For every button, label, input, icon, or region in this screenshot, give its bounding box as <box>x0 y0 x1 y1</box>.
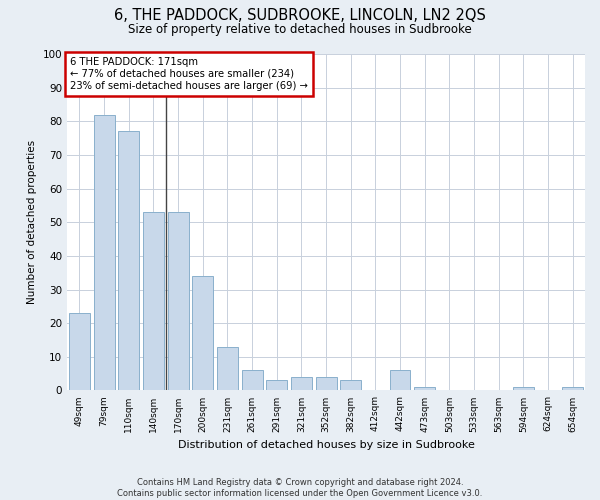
Bar <box>192 276 213 390</box>
Text: Contains HM Land Registry data © Crown copyright and database right 2024.
Contai: Contains HM Land Registry data © Crown c… <box>118 478 482 498</box>
Text: 6 THE PADDOCK: 171sqm
← 77% of detached houses are smaller (234)
23% of semi-det: 6 THE PADDOCK: 171sqm ← 77% of detached … <box>70 58 308 90</box>
Bar <box>217 346 238 391</box>
Bar <box>118 132 139 390</box>
Bar <box>562 387 583 390</box>
Bar <box>389 370 410 390</box>
Text: 6, THE PADDOCK, SUDBROOKE, LINCOLN, LN2 2QS: 6, THE PADDOCK, SUDBROOKE, LINCOLN, LN2 … <box>114 8 486 22</box>
Bar <box>242 370 263 390</box>
X-axis label: Distribution of detached houses by size in Sudbrooke: Distribution of detached houses by size … <box>178 440 475 450</box>
Bar <box>340 380 361 390</box>
Bar <box>513 387 534 390</box>
Bar <box>143 212 164 390</box>
Bar <box>266 380 287 390</box>
Bar <box>316 377 337 390</box>
Text: Size of property relative to detached houses in Sudbrooke: Size of property relative to detached ho… <box>128 22 472 36</box>
Bar <box>69 313 90 390</box>
Bar <box>291 377 312 390</box>
Bar <box>94 114 115 390</box>
Y-axis label: Number of detached properties: Number of detached properties <box>27 140 37 304</box>
Bar <box>414 387 435 390</box>
Bar <box>167 212 188 390</box>
